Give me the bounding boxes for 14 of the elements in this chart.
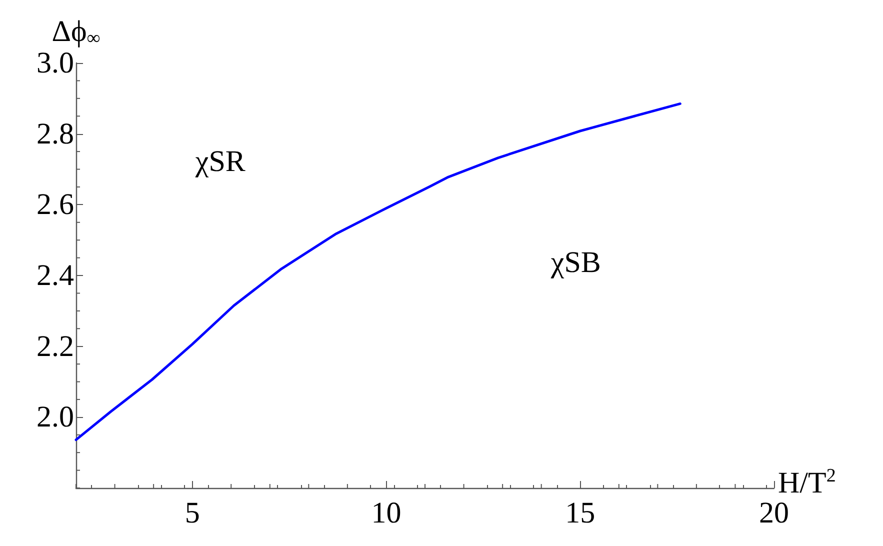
y-tick-label: 2.2 <box>36 330 74 363</box>
y-tick-label: 3.0 <box>36 46 74 80</box>
x-tick-label: 20 <box>759 496 789 530</box>
y-tick-label: 2.4 <box>36 259 74 292</box>
x-tick-label: 5 <box>184 496 200 530</box>
y-tick-label: 2.8 <box>36 117 74 150</box>
line-series <box>74 102 682 442</box>
x-tick-label: 10 <box>371 496 402 530</box>
y-tick-label: 2.6 <box>36 188 74 222</box>
annotation: χSB <box>550 246 601 279</box>
x-tick-label: 15 <box>565 496 596 530</box>
annotation: χSR <box>194 145 246 178</box>
y-axis-title: Δϕ∞ <box>52 15 100 50</box>
y-tick-label: 2.0 <box>36 400 74 434</box>
